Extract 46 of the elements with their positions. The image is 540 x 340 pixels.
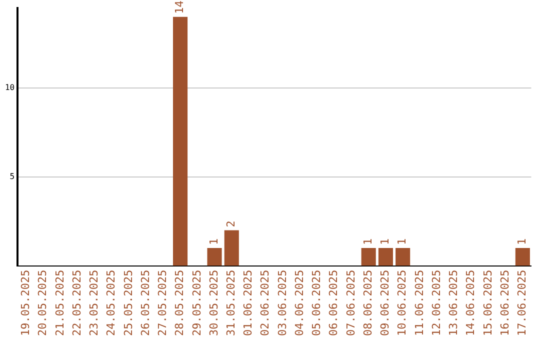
data-label: 1 — [516, 238, 529, 245]
x-tick-label: 26.05.2025 — [138, 270, 152, 336]
x-tick-label: 31.05.2025 — [224, 270, 238, 336]
data-label: 1 — [378, 238, 392, 245]
x-tick-label: 23.05.2025 — [88, 270, 101, 336]
x-tick-label: 27.05.2025 — [156, 270, 170, 336]
x-tick-label: 24.05.2025 — [104, 270, 118, 336]
x-tick-label: 11.06.2025 — [412, 270, 426, 336]
x-tick-label: 09.06.2025 — [378, 270, 392, 336]
x-tick-label: 28.05.2025 — [173, 270, 186, 336]
y-tick-label: 10 — [4, 83, 15, 92]
x-tick-label: 10.06.2025 — [396, 270, 409, 336]
bar — [515, 248, 530, 266]
x-tick-label: 29.05.2025 — [190, 270, 204, 336]
x-tick-label: 06.06.2025 — [327, 270, 340, 336]
x-tick-label: 17.06.2025 — [516, 270, 529, 336]
data-label: 1 — [361, 238, 374, 245]
x-tick-label: 19.05.2025 — [19, 270, 32, 336]
x-tick-label: 16.06.2025 — [498, 270, 512, 336]
x-tick-label: 25.05.2025 — [122, 270, 135, 336]
x-tick-label: 22.05.2025 — [70, 270, 84, 336]
x-tick-label: 04.06.2025 — [292, 270, 306, 336]
bar — [361, 248, 376, 266]
bar — [207, 248, 222, 266]
x-tick-label: 20.05.2025 — [36, 270, 50, 336]
x-tick-label: 13.06.2025 — [447, 270, 460, 336]
bar — [224, 230, 239, 266]
x-tick-label: 07.06.2025 — [344, 270, 358, 336]
x-tick-label: 05.06.2025 — [310, 270, 324, 336]
data-label: 1 — [207, 238, 220, 245]
data-label: 2 — [224, 220, 238, 228]
y-tick-label: 5 — [10, 172, 15, 181]
x-tick-label: 30.05.2025 — [207, 270, 220, 336]
x-tick-label: 21.05.2025 — [53, 270, 66, 336]
x-tick-label: 02.06.2025 — [258, 270, 272, 336]
x-tick-label: 08.06.2025 — [361, 270, 374, 336]
data-label: 14 — [173, 0, 186, 14]
x-tick-label: 01.06.2025 — [242, 270, 255, 336]
x-tick-label: 15.06.2025 — [481, 270, 494, 336]
x-tick-label: 14.06.2025 — [464, 270, 478, 336]
bar — [378, 248, 393, 266]
x-tick-label: 03.06.2025 — [276, 270, 289, 336]
bar — [396, 248, 410, 266]
x-tick-label: 12.06.2025 — [430, 270, 443, 336]
data-label: 1 — [396, 238, 409, 245]
bar — [172, 16, 188, 266]
